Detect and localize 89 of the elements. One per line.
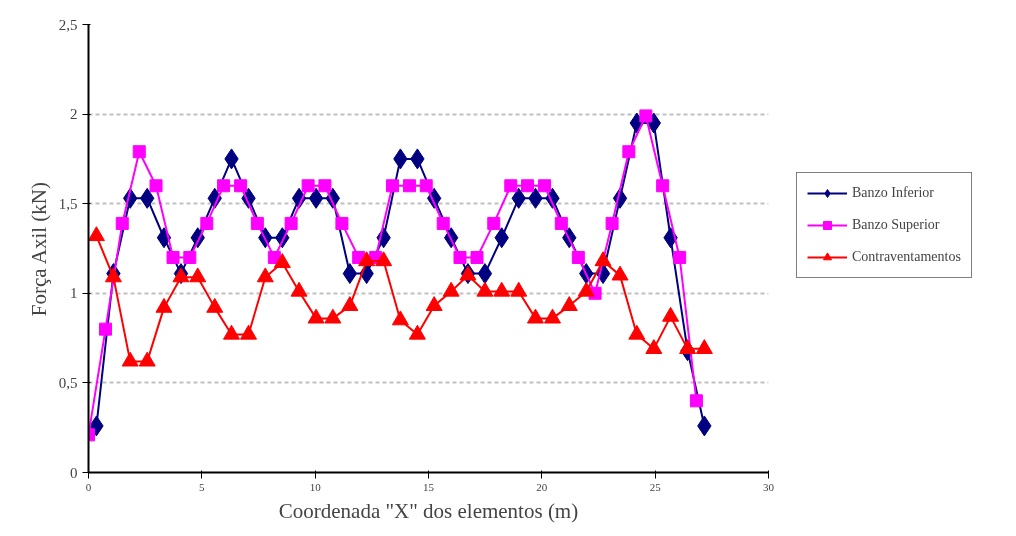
y-tick-label: 0,5: [58, 374, 78, 391]
point: [526, 308, 544, 324]
legend-label: Banzo Superior: [852, 217, 940, 233]
point: [200, 216, 214, 230]
point: [234, 179, 248, 193]
point: [341, 296, 359, 311]
point: [453, 250, 467, 264]
point: [442, 281, 460, 297]
y-tick-label: 2,5: [58, 16, 78, 33]
point: [487, 216, 501, 230]
point: [284, 216, 298, 230]
point: [132, 145, 146, 159]
point: [419, 179, 433, 193]
point: [375, 251, 393, 267]
point: [385, 179, 399, 193]
point: [138, 351, 156, 367]
point: [115, 216, 129, 230]
point: [121, 351, 139, 367]
point: [459, 265, 477, 281]
point: [560, 296, 578, 311]
y-tick-label: 2: [70, 106, 78, 123]
x-tick-label: 20: [536, 480, 548, 493]
x-axis-title: Coordenada "X" dos elementos (m): [278, 498, 579, 523]
point: [605, 216, 619, 230]
point: [571, 250, 585, 264]
legend-label: Banzo Inferior: [852, 185, 935, 201]
point: [206, 297, 224, 313]
point: [155, 297, 173, 313]
point: [308, 187, 324, 209]
point: [645, 339, 663, 354]
point: [662, 306, 680, 322]
point: [318, 179, 332, 193]
y-tick-label: 1: [70, 285, 78, 302]
point: [510, 281, 528, 297]
point: [172, 267, 190, 283]
point: [290, 281, 308, 297]
y-tick-label: 0: [70, 464, 78, 481]
point: [217, 179, 231, 193]
point: [301, 179, 315, 193]
x-tick-label: 30: [763, 480, 775, 493]
point: [324, 308, 342, 324]
point: [673, 250, 687, 264]
point: [149, 179, 163, 193]
point: [99, 322, 112, 336]
point: [577, 281, 595, 297]
point: [408, 324, 426, 340]
point: [256, 267, 274, 283]
point: [470, 250, 484, 264]
point: [611, 265, 629, 281]
x-tick-label: 0: [85, 480, 92, 493]
point: [504, 179, 518, 193]
point: [695, 339, 713, 354]
point: [358, 251, 376, 267]
point: [183, 250, 197, 264]
y-tick-label: 1,5: [58, 195, 78, 212]
point: [335, 216, 349, 230]
point: [538, 179, 552, 193]
point: [476, 281, 494, 297]
point: [189, 267, 207, 283]
point: [554, 216, 568, 230]
point: [104, 267, 122, 283]
point: [493, 281, 511, 297]
x-tick-label: 25: [649, 480, 662, 493]
point: [656, 179, 670, 193]
x-tick-label: 15: [423, 480, 435, 493]
point: [240, 324, 258, 340]
point: [639, 109, 653, 123]
point: [273, 253, 291, 268]
point: [436, 216, 450, 230]
point: [477, 263, 493, 285]
point: [391, 310, 409, 326]
point: [628, 324, 646, 340]
point: [425, 296, 443, 311]
point: [166, 250, 180, 264]
point: [342, 263, 358, 285]
point: [594, 251, 612, 267]
point: [307, 308, 325, 324]
point: [223, 324, 241, 340]
point: [250, 216, 264, 230]
legend-label: Contraventamentos: [852, 249, 961, 265]
point: [543, 308, 561, 324]
point: [402, 179, 416, 193]
point: [521, 179, 535, 193]
y-axis-title: Força Axil (kN): [26, 181, 51, 317]
point: [679, 339, 697, 354]
x-tick-label: 10: [309, 480, 322, 493]
x-tick-label: 5: [199, 480, 206, 493]
point: [622, 145, 636, 159]
point: [88, 226, 105, 242]
